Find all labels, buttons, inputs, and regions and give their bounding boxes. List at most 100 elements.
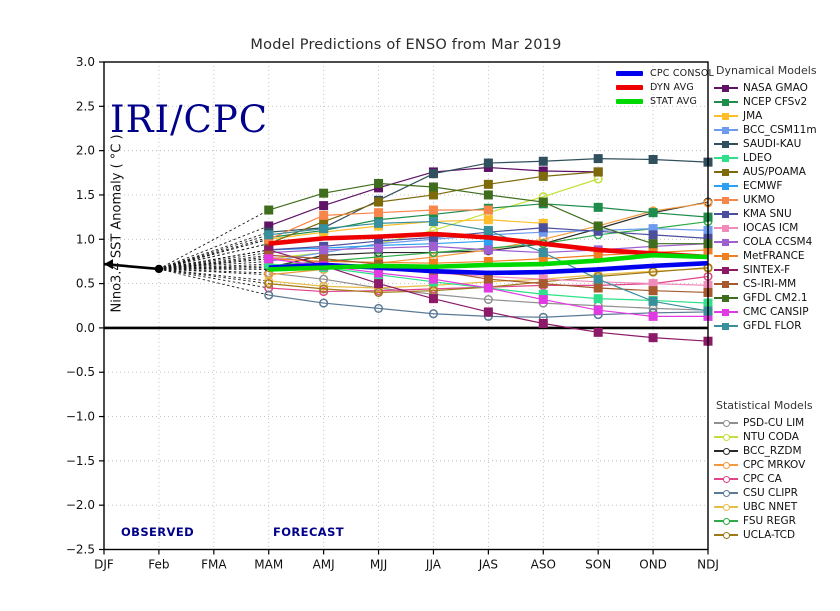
square-marker — [538, 223, 548, 233]
legend-swatch — [616, 84, 643, 90]
circle-marker — [319, 284, 329, 294]
square-marker — [538, 289, 548, 299]
square-marker — [428, 217, 438, 227]
circle-marker-icon — [722, 503, 730, 511]
series-gfdl-flor — [264, 217, 713, 316]
fan-line — [158, 209, 269, 270]
averages-legend-item: STAT AVG — [616, 94, 714, 108]
legend-marker — [714, 140, 738, 149]
legend-marker — [714, 84, 738, 93]
circle-marker — [483, 294, 493, 305]
legend-model-name: BCC_CSM11m — [743, 124, 817, 136]
square-marker — [374, 197, 384, 207]
legend-model-name: FSU REGR — [743, 515, 796, 527]
legend-item: CSU CLIPR — [714, 486, 840, 500]
square-marker — [538, 156, 548, 166]
square-marker — [648, 230, 658, 240]
statistical-legend-title: Statistical Models — [716, 399, 813, 412]
legend-label: DYN AVG — [650, 81, 694, 93]
fan-line — [158, 268, 269, 285]
square-marker — [483, 179, 493, 189]
legend-model-name: NCEP CFSv2 — [743, 96, 808, 108]
square-marker-icon — [722, 238, 729, 246]
square-marker — [593, 305, 603, 315]
legend-model-name: ECMWF — [743, 180, 783, 192]
square-marker-icon — [722, 182, 729, 190]
legend-marker — [714, 280, 738, 289]
legend-model-name: KMA SNU — [743, 208, 792, 220]
square-marker — [593, 327, 603, 337]
square-marker — [428, 233, 438, 242]
legend-item: JMA — [714, 109, 840, 123]
y-tick-label: 0.0 — [76, 321, 95, 335]
x-tick-label: JJA — [425, 558, 442, 572]
square-marker-icon — [722, 266, 729, 274]
legend-item: UKMO — [714, 193, 840, 207]
legend-marker — [714, 308, 738, 317]
fan-line — [158, 234, 269, 270]
legend-marker — [714, 322, 738, 331]
fan-line — [158, 237, 269, 270]
statistical-models-legend: Statistical Models PSD-CU LIM NTU CODA BCC… — [714, 399, 840, 542]
square-marker — [593, 294, 603, 304]
square-marker — [538, 254, 548, 264]
square-marker — [593, 154, 603, 164]
circle-marker — [373, 303, 384, 313]
series-line — [268, 231, 709, 260]
y-tick-label: 0.5 — [76, 277, 95, 291]
circle-marker — [428, 309, 439, 319]
series-stat-avg — [268, 252, 709, 272]
square-marker — [264, 221, 274, 231]
fan-line — [158, 260, 269, 270]
legend-item: SAUDI-KAU — [714, 137, 840, 151]
y-tick-label: 3.0 — [76, 55, 95, 69]
y-tick-label: −2.0 — [66, 498, 95, 512]
series-line — [268, 252, 709, 272]
square-marker-icon — [722, 308, 729, 316]
legend-item: NASA GMAO — [714, 81, 840, 95]
legend-model-name: UKMO — [743, 194, 775, 206]
circle-marker — [319, 281, 329, 291]
square-marker — [374, 236, 384, 246]
x-tick-label: DJF — [94, 558, 114, 572]
forecast-label: FORECAST — [273, 525, 345, 539]
legend-marker — [714, 433, 738, 442]
legend-model-name: GFDL FLOR — [743, 320, 802, 332]
circle-marker — [319, 298, 329, 308]
fan-line — [158, 238, 269, 270]
fan-line — [158, 256, 269, 270]
square-marker — [319, 188, 329, 198]
legend-item: CS-IRI-MM — [714, 277, 840, 291]
square-marker — [593, 226, 603, 236]
square-marker — [428, 182, 438, 192]
fan-line — [158, 268, 269, 276]
square-marker — [374, 208, 384, 218]
fan-line — [158, 258, 269, 270]
legend-marker — [714, 531, 738, 540]
legend-model-name: SAUDI-KAU — [743, 138, 802, 150]
legend-model-name: BCC_RZDM — [743, 445, 802, 457]
legend-model-name: CPC CA — [743, 473, 782, 485]
x-tick-label: ASO — [531, 558, 556, 572]
square-marker-icon — [722, 224, 729, 232]
legend-marker — [714, 266, 738, 275]
circle-marker — [264, 270, 274, 280]
fan-line — [158, 268, 269, 274]
legend-model-name: CPC MRKOV — [743, 459, 806, 471]
circle-marker-icon — [722, 475, 730, 483]
legend-swatch — [616, 98, 643, 104]
legend-model-name: COLA CCSM4 — [743, 236, 813, 248]
circle-marker — [264, 290, 274, 300]
observed-end-marker — [154, 264, 164, 274]
chart-title: Model Predictions of ENSO from Mar 2019 — [250, 37, 562, 53]
iri-cpc-watermark: IRI/CPC — [110, 98, 269, 141]
averages-legend: CPC CONSOL DYN AVG STAT AVG — [616, 66, 714, 108]
legend-item: NTU CODA — [714, 430, 840, 444]
averages-legend-item: DYN AVG — [616, 80, 714, 94]
y-tick-label: −1.5 — [66, 454, 95, 468]
legend-marker — [714, 475, 738, 484]
square-marker — [483, 283, 493, 293]
square-marker — [593, 274, 603, 284]
square-marker — [648, 333, 658, 343]
